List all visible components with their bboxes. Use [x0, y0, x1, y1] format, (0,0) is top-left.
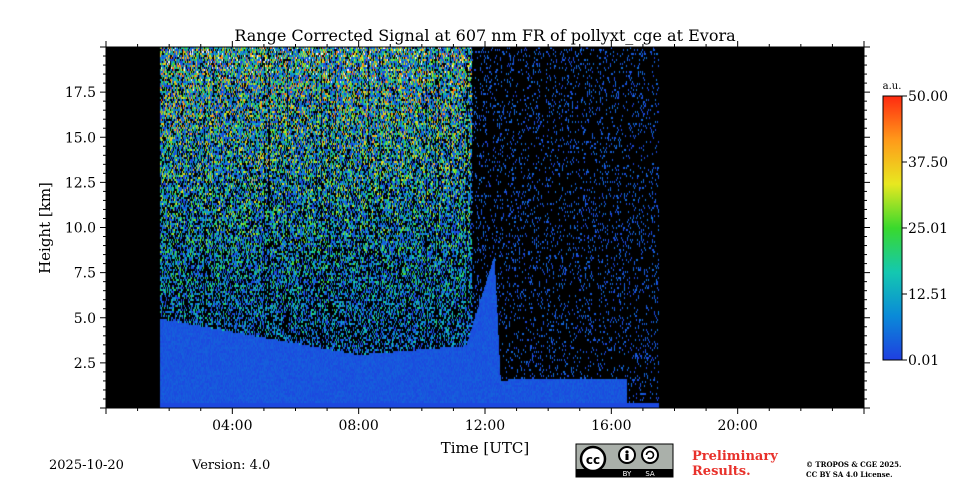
x-tick-label: 20:00 [717, 418, 757, 434]
colorbar-tick-label: 25.01 [908, 221, 948, 237]
x-axis-label: Time [UTC] [441, 439, 530, 457]
badge-sa: SA [645, 470, 655, 478]
footer-version: Version: 4.0 [192, 458, 271, 473]
preliminary-line2: Results. [692, 464, 751, 479]
x-tick-label: 04:00 [212, 418, 252, 434]
chart-title: Range Corrected Signal at 607 nm FR of p… [234, 26, 736, 45]
colorbar-tick-label: 0.01 [908, 353, 939, 369]
colorbar-tick-label: 50.00 [908, 89, 948, 105]
y-tick-label: 17.5 [65, 85, 96, 101]
y-tick-label: 10.0 [65, 221, 96, 237]
x-tick-label: 16:00 [591, 418, 631, 434]
y-axis-label: Height [km] [36, 182, 54, 274]
footer-date: 2025-10-20 [49, 458, 124, 473]
plot-area [106, 47, 864, 408]
x-tick-label: 12:00 [465, 418, 505, 434]
heatmap-image [106, 47, 864, 408]
preliminary-line1: Preliminary [692, 449, 778, 464]
axes: 04:00 08:00 12:00 16:00 20:00 2.5 5.0 7.5 10.0 12… [65, 41, 870, 434]
y-tick-label: 5.0 [74, 311, 96, 327]
sa-icon [641, 446, 659, 464]
y-tick-label: 7.5 [74, 266, 96, 282]
copyright-line2: CC BY SA 4.0 License. [806, 470, 893, 479]
x-tick-label: 08:00 [338, 418, 378, 434]
cc-license-badge[interactable]: cc BY SA [575, 443, 674, 478]
y-tick-label: 15.0 [65, 130, 96, 146]
svg-text:cc: cc [586, 453, 600, 467]
y-tick-label: 12.5 [65, 175, 96, 191]
colorbar-tick-label: 37.50 [908, 155, 948, 171]
copyright-line1: © TROPOS & CGE 2025. [806, 460, 902, 469]
colorbar-unit: a.u. [883, 81, 902, 92]
copyright-note: © TROPOS & CGE 2025. CC BY SA 4.0 Licens… [806, 460, 901, 480]
colorbar-tick-label: 12.51 [908, 287, 948, 303]
badge-by: BY [623, 470, 632, 478]
y-tick-label: 2.5 [74, 356, 96, 372]
colorbar: 0.01 12.51 25.01 37.50 50.00 [882, 89, 948, 369]
cc-icon [579, 445, 607, 473]
colorbar-bar [882, 95, 903, 361]
preliminary-note: Preliminary Results. [692, 449, 778, 479]
